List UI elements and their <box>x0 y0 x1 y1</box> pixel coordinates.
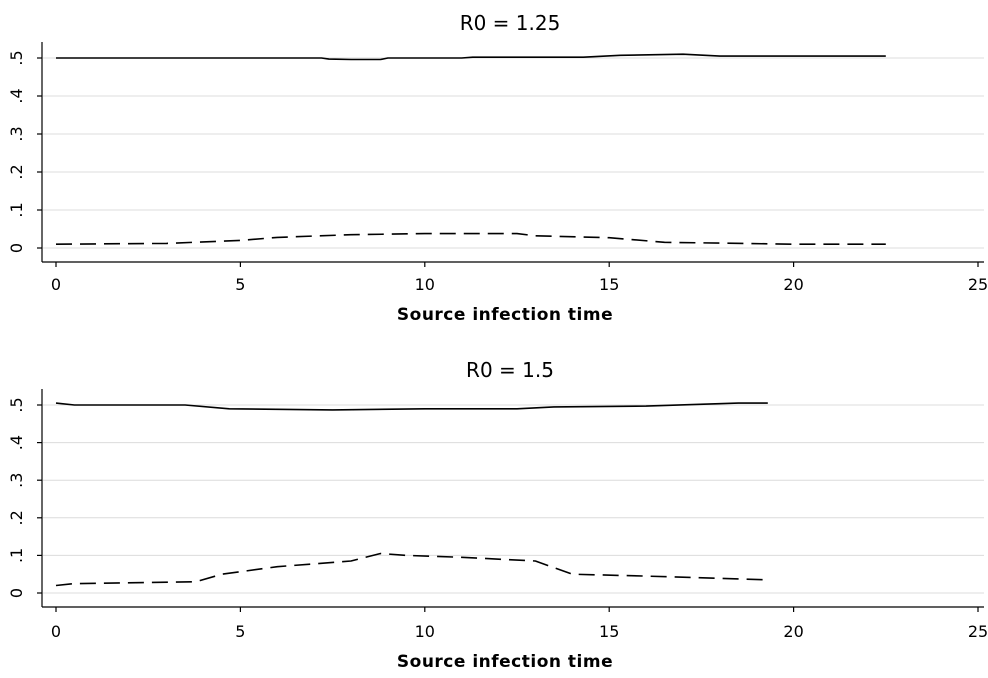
x-tick-label-3: 15 <box>599 622 619 641</box>
series-line-dashed <box>55 552 768 587</box>
y-tick-label-3: .3 <box>7 126 26 141</box>
series-line-dashed <box>55 232 886 245</box>
x-tick-label-0: 0 <box>51 275 61 294</box>
x-tick-label-1: 5 <box>235 622 245 641</box>
y-tick-label-2: .2 <box>7 510 26 525</box>
y-tick-label-5: .5 <box>7 50 26 65</box>
x-tick-label-3: 15 <box>599 275 619 294</box>
series-line-solid <box>55 402 768 411</box>
x-tick-label-2: 10 <box>415 275 435 294</box>
x-tick-label-5: 25 <box>968 622 988 641</box>
x-tick-label-0: 0 <box>51 622 61 641</box>
chart-panel-2: R0 = 1.5 0 .1 .2 .3 .4 .5 0 5 10 15 20 25 Source infe… <box>7 358 988 672</box>
x-tick-label-2: 10 <box>415 622 435 641</box>
x-axis-label: Source infection time <box>397 652 613 672</box>
y-tick-label-2: .2 <box>7 164 26 179</box>
y-tick-label-4: .4 <box>7 435 26 450</box>
x-tick-label-1: 5 <box>235 275 245 294</box>
y-tick-label-5: .5 <box>7 397 26 412</box>
y-tick-label-4: .4 <box>7 88 26 103</box>
chart-title: R0 = 1.25 <box>460 11 561 35</box>
y-tick-label-3: .3 <box>7 473 26 488</box>
y-tick-label-1: .1 <box>7 548 26 563</box>
chart-panel-1: R0 = 1.25 0 .1 .2 .3 .4 .5 0 5 10 15 20 25 Source inf… <box>7 11 988 325</box>
series-line-solid <box>56 53 886 61</box>
y-tick-label-1: .1 <box>7 202 26 217</box>
chart-title: R0 = 1.5 <box>466 358 554 382</box>
y-tick-label-0: 0 <box>7 588 26 598</box>
x-axis-label: Source infection time <box>397 305 613 325</box>
x-tick-label-4: 20 <box>783 622 803 641</box>
x-tick-label-4: 20 <box>783 275 803 294</box>
x-tick-label-5: 25 <box>968 275 988 294</box>
y-tick-label-0: 0 <box>7 243 26 253</box>
